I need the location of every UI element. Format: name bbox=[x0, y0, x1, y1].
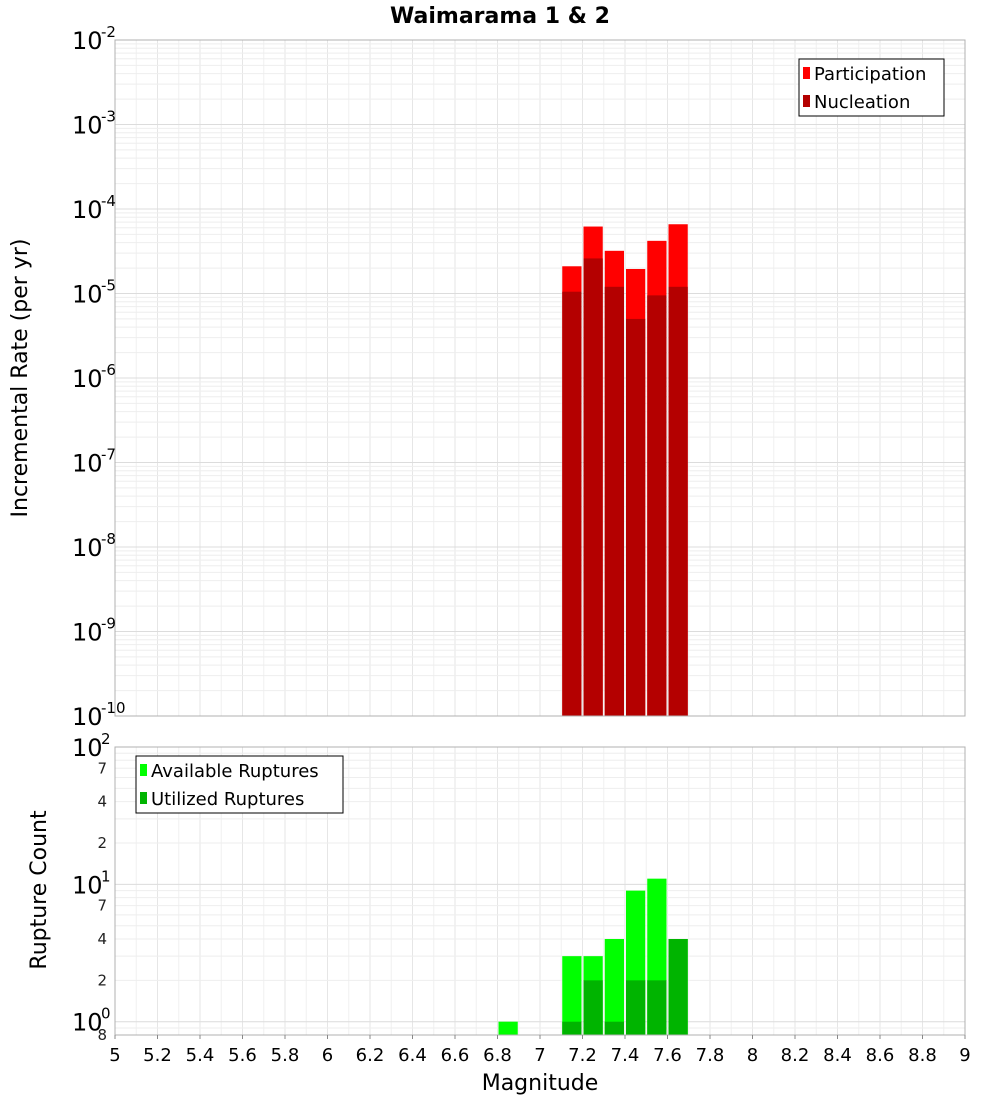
count-x-ticks: 5 5.2 5.4 5.6 5.8 6 6.2 6.4 6.6 6.8 7 7.2 7.4 7.6 7.8 8… bbox=[109, 1035, 971, 1066]
rate-bar bbox=[647, 295, 667, 716]
count-x-tick-label: 7.6 bbox=[653, 1045, 682, 1066]
count-x-tick-label: 7 bbox=[534, 1045, 545, 1066]
rate-y-tick-label: 10 bbox=[72, 619, 103, 647]
count-y-minor-tick-label: 4 bbox=[97, 930, 107, 948]
count-x-tick-label: 5.4 bbox=[186, 1045, 215, 1066]
count-y-tick-label: 10 bbox=[72, 871, 103, 899]
rate-y-tick-label: 10 bbox=[72, 534, 103, 562]
count-x-tick-label: 6.2 bbox=[356, 1045, 385, 1066]
count-x-tick-label: 5.6 bbox=[228, 1045, 257, 1066]
count-x-tick-label: 8.2 bbox=[781, 1045, 810, 1066]
count-bar bbox=[668, 939, 688, 1035]
rate-grid bbox=[114, 39, 966, 717]
count-bar bbox=[626, 980, 646, 1035]
count-y-tick-label: 10 bbox=[72, 1009, 103, 1037]
rate-y-tick-exponent: -9 bbox=[101, 615, 116, 633]
count-x-tick-label: 6.8 bbox=[483, 1045, 512, 1066]
rate-y-tick-exponent: -4 bbox=[101, 192, 116, 210]
count-y-minor-tick-label: 8 bbox=[97, 1026, 107, 1044]
rate-panel: ParticipationNucleation10-210-310-410-51… bbox=[72, 23, 966, 731]
rate-y-tick-exponent: -7 bbox=[101, 446, 116, 464]
count-y-tick-exponent: 0 bbox=[101, 1005, 111, 1023]
count-x-tick-label: 6.4 bbox=[398, 1045, 427, 1066]
rate-y-tick-label: 10 bbox=[72, 281, 103, 309]
count-y-minor-tick-label: 7 bbox=[97, 897, 107, 915]
rate-y-tick-exponent: -3 bbox=[101, 108, 116, 126]
count-legend: Available Ruptures Utilized Ruptures bbox=[135, 755, 344, 814]
rate-y-tick-exponent: -8 bbox=[101, 530, 116, 548]
rate-y-ticks: 10-210-310-410-510-610-710-810-910-10 bbox=[72, 23, 126, 731]
count-x-tick-label: 8.8 bbox=[908, 1045, 937, 1066]
rate-y-tick-label: 10 bbox=[72, 365, 103, 393]
count-x-tick-label: 7.8 bbox=[696, 1045, 725, 1066]
count-x-tick-label: 7.2 bbox=[568, 1045, 597, 1066]
count-series-b bbox=[562, 939, 688, 1035]
count-y-tick-exponent: 2 bbox=[101, 730, 111, 748]
rate-legend-label: Nucleation bbox=[814, 92, 910, 113]
rate-y-tick-label: 10 bbox=[72, 27, 103, 55]
rate-legend-swatch bbox=[803, 67, 810, 79]
count-y-tick-label: 10 bbox=[72, 734, 103, 762]
count-x-tick-label: 8 bbox=[747, 1045, 758, 1066]
rate-y-tick-label: 10 bbox=[72, 112, 103, 140]
rate-y-tick-exponent: -10 bbox=[101, 699, 126, 717]
count-bar bbox=[647, 980, 667, 1035]
count-y-tick-exponent: 1 bbox=[101, 867, 111, 885]
rate-y-axis-label: Incremental Rate (per yr) bbox=[8, 239, 33, 518]
count-legend-swatch bbox=[140, 792, 147, 804]
count-y-minor-tick-label: 2 bbox=[97, 834, 107, 852]
count-x-tick-label: 7.4 bbox=[611, 1045, 640, 1066]
x-axis-label: Magnitude bbox=[482, 1071, 599, 1096]
count-x-tick-label: 5.8 bbox=[271, 1045, 300, 1066]
count-bar bbox=[498, 1021, 518, 1035]
rate-y-tick-exponent: -5 bbox=[101, 277, 116, 295]
rate-y-tick-exponent: -2 bbox=[101, 23, 116, 41]
count-legend-swatch bbox=[140, 764, 147, 776]
count-legend-label: Available Ruptures bbox=[151, 761, 319, 782]
count-x-tick-label: 8.4 bbox=[823, 1045, 852, 1066]
count-x-tick-label: 6 bbox=[322, 1045, 333, 1066]
count-y-minor-tick-label: 2 bbox=[97, 971, 107, 989]
rate-bar bbox=[626, 318, 646, 716]
count-x-tick-label: 6.6 bbox=[441, 1045, 470, 1066]
rate-legend-label: Participation bbox=[814, 64, 926, 85]
count-x-tick-label: 9 bbox=[959, 1045, 970, 1066]
count-y-minor-tick-label: 7 bbox=[97, 759, 107, 777]
count-bar bbox=[604, 939, 624, 1035]
count-x-tick-label: 5.2 bbox=[143, 1045, 172, 1066]
count-bar bbox=[583, 980, 603, 1035]
rate-bar bbox=[583, 258, 603, 716]
count-x-tick-label: 8.6 bbox=[866, 1045, 895, 1066]
count-bar bbox=[562, 1021, 582, 1035]
rate-bar bbox=[668, 286, 688, 716]
count-y-axis-label: Rupture Count bbox=[27, 810, 52, 970]
rate-bar bbox=[562, 291, 582, 716]
count-legend-box bbox=[135, 755, 344, 814]
count-bar bbox=[604, 1021, 624, 1035]
rate-y-tick-exponent: -6 bbox=[101, 361, 116, 379]
rate-y-tick-label: 10 bbox=[72, 196, 103, 224]
chart-title: Waimarama 1 & 2 bbox=[390, 4, 610, 29]
rate-legend-box bbox=[798, 58, 945, 117]
rate-bar bbox=[604, 286, 624, 716]
rate-y-tick-label: 10 bbox=[72, 450, 103, 478]
rate-series-b bbox=[562, 258, 688, 716]
rate-y-tick-label: 10 bbox=[72, 703, 103, 731]
rate-legend-swatch bbox=[803, 95, 810, 107]
count-legend-label: Utilized Ruptures bbox=[151, 789, 304, 810]
count-bar bbox=[562, 956, 582, 1035]
count-x-tick-label: 5 bbox=[109, 1045, 120, 1066]
rate-frame bbox=[114, 39, 966, 717]
count-y-minor-tick-label: 4 bbox=[97, 793, 107, 811]
rate-legend: Participation Nucleation bbox=[798, 58, 945, 117]
